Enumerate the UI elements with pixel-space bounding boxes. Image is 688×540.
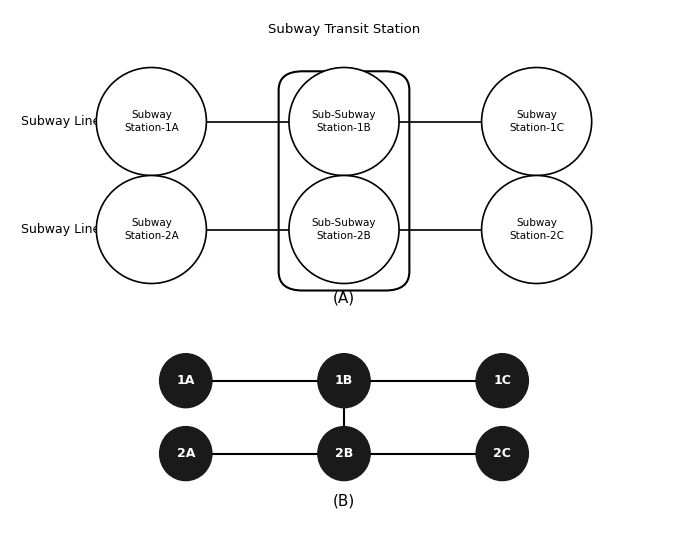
Ellipse shape <box>482 176 592 284</box>
Text: Subway Transit Station: Subway Transit Station <box>268 23 420 36</box>
Ellipse shape <box>160 354 212 408</box>
Text: 2C: 2C <box>493 447 511 460</box>
Text: 2B: 2B <box>335 447 353 460</box>
Text: Subway
Station-2A: Subway Station-2A <box>124 218 179 241</box>
Text: 2A: 2A <box>177 447 195 460</box>
Text: Sub-Subway
Station-2B: Sub-Subway Station-2B <box>312 218 376 241</box>
Text: (B): (B) <box>333 494 355 509</box>
Text: 1A: 1A <box>177 374 195 387</box>
Ellipse shape <box>318 427 370 481</box>
Ellipse shape <box>482 68 592 176</box>
Ellipse shape <box>476 354 528 408</box>
Text: 1B: 1B <box>335 374 353 387</box>
Ellipse shape <box>289 68 399 176</box>
Text: Subway Line 2: Subway Line 2 <box>21 223 111 236</box>
Text: Subway Line 1: Subway Line 1 <box>21 115 111 128</box>
Ellipse shape <box>96 68 206 176</box>
Ellipse shape <box>318 354 370 408</box>
Text: 1C: 1C <box>493 374 511 387</box>
Text: (A): (A) <box>333 291 355 306</box>
Text: Subway
Station-1C: Subway Station-1C <box>509 110 564 133</box>
Ellipse shape <box>289 176 399 284</box>
Ellipse shape <box>96 176 206 284</box>
Text: Sub-Subway
Station-1B: Sub-Subway Station-1B <box>312 110 376 133</box>
Ellipse shape <box>476 427 528 481</box>
Ellipse shape <box>160 427 212 481</box>
Text: Subway
Station-2C: Subway Station-2C <box>509 218 564 241</box>
Text: Subway
Station-1A: Subway Station-1A <box>124 110 179 133</box>
